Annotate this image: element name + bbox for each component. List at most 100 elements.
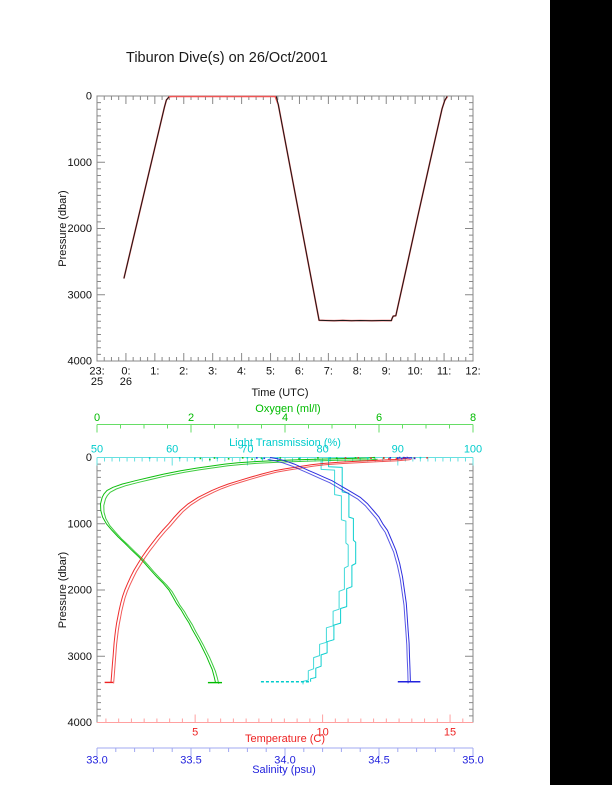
oxygen-profile-surface-dot [199,457,202,460]
light-transmission-profile-surface-dot [194,457,196,460]
temperature-profile-surface-dot [426,457,428,459]
time-tick-label: 0: [121,366,130,378]
oxygen-axis-title: Oxygen (ml/l) [255,403,320,415]
temperature-tick-label: 15 [444,727,456,739]
light-transmission-profile [310,457,357,682]
pressure-tick-label: 4000 [68,356,92,368]
time-tick-label: 4: [237,366,246,378]
salinity-tick-label: 33.5 [180,755,201,767]
pressure-tick-label: 2000 [68,585,92,597]
light-tick-label: 80 [316,444,328,456]
temperature-profile-surface-dot [344,457,347,459]
salinity-profile-surface-dot [406,456,408,459]
light-transmission-profile-surface-dot [299,457,301,459]
time-tick-label: 6: [295,366,304,378]
pressure-tick-label: 0 [86,91,92,103]
day-tick-label: 25 [91,376,103,388]
oxygen-tick-label: 6 [376,412,382,424]
light-transmission-profile-surface-dot [216,457,219,459]
salinity-profile-surface-dot [389,457,392,459]
pressure-tick-label: 0 [86,452,92,464]
dive-track-black [275,96,448,322]
oxygen-profile [100,457,375,683]
temperature-profile-surface-dot [357,457,360,459]
temperature-profile-surface-dot [395,457,398,460]
oxygen-tick-label: 4 [282,412,288,424]
oxygen-tick-label: 8 [470,412,476,424]
oxygen-profile-surface-dot [354,457,357,459]
salinity-profile-surface-dot [402,456,405,459]
time-tick-label: 11: [437,366,451,378]
time-tick-label: 23: [89,366,104,378]
oxygen-profile-surface-dot [298,457,300,460]
oxygen-profile-surface-dot [317,457,319,459]
oxygen-profile-surface-dot [213,457,216,459]
plot1-y-axis-title: Pressure (dbar) [57,190,69,266]
oxygen-profile-surface-dot [251,458,253,460]
light-tick-label: 50 [91,444,103,456]
temperature-profile-surface-dot [383,457,385,459]
oxygen-tick-label: 0 [94,412,100,424]
dive-profile-series [123,95,449,322]
page-title: Tiburon Dive(s) on 26/Oct/2001 [126,50,328,66]
light-tick-label: 100 [464,444,482,456]
temperature-profile-second-trace [113,458,412,684]
time-tick-label: 3: [208,366,217,378]
salinity-profile [269,457,411,682]
salinity-profile-surface-dot [263,457,266,460]
salinity-axis-title: Salinity (psu) [252,764,316,776]
pressure-tick-label: 1000 [68,518,92,530]
pressure-tick-label: 3000 [68,289,92,301]
time-tick-label: 8: [353,366,362,378]
temperature-tick-label: 5 [192,727,198,739]
day-tick-label: 26 [120,376,132,388]
salinity-tick-label: 33.0 [86,755,107,767]
light-transmission-profile-surface-dot [148,457,151,459]
temperature-tick-label: 10 [316,727,328,739]
oxygen-tick-label: 2 [188,412,194,424]
dive-track-black [123,96,170,279]
temperature-axis-title: Temperature (C) [245,733,325,745]
oxygen-profile-surface-dot [279,457,282,459]
plot2-y-axis-title: Pressure (dbar) [57,552,69,628]
light-transmission-profile-surface-dot [366,457,369,459]
time-tick-label: 2: [179,366,188,378]
plot1-x-axis-title: Time (UTC) [251,387,308,399]
time-tick-label: 1: [150,366,159,378]
pressure-tick-label: 3000 [68,651,92,663]
temperature-profile-surface-dot [370,457,372,459]
light-transmission-profile-surface-dot [261,457,264,460]
oxygen-profile-surface-dot [241,457,244,459]
oxygen-profile-surface-dot [209,458,211,461]
time-tick-label: 7: [324,366,333,378]
salinity-profile-surface-dot [408,457,410,459]
light-transmission-profile-surface-dot [246,457,249,459]
light-transmission-profile-surface-dot [419,456,422,459]
science-profiles-series [100,456,428,685]
dive-profile-axes: 23: 0: 1: 2: 3: 4: 5: 6: 7: 8: 9: 10: 11: 12: 25 26 0 100… [68,91,481,389]
salinity-profile-surface-dot [256,457,258,459]
salinity-profile-surface-dot [404,457,407,459]
light-tick-label: 60 [166,444,178,456]
oxygen-profile-surface-dot [260,457,263,460]
right-black-strip [550,0,612,785]
salinity-profile-second-trace [267,459,409,684]
pressure-tick-label: 1000 [68,157,92,169]
salinity-profile-surface-dot [410,457,412,459]
dive-track-red [123,95,449,322]
time-tick-label: 5: [266,366,275,378]
temperature-profile-surface-dot [388,457,390,460]
light-transmission-profile-second-trace [302,460,349,685]
light-transmission-axis-title: Light Transmission (%) [229,437,341,449]
oxygen-profile-surface-dot [373,456,376,459]
light-transmission-profile-surface-dot [329,457,331,459]
salinity-profile-surface-dot [413,457,416,460]
salinity-tick-label: 34.5 [368,755,389,767]
salinity-tick-label: 34.0 [274,755,295,767]
oxygen-profile-surface-dot [227,458,230,460]
salinity-profile-surface-dot [397,457,399,459]
pressure-tick-label: 2000 [68,223,92,235]
salinity-profile-surface-dot [398,456,401,459]
